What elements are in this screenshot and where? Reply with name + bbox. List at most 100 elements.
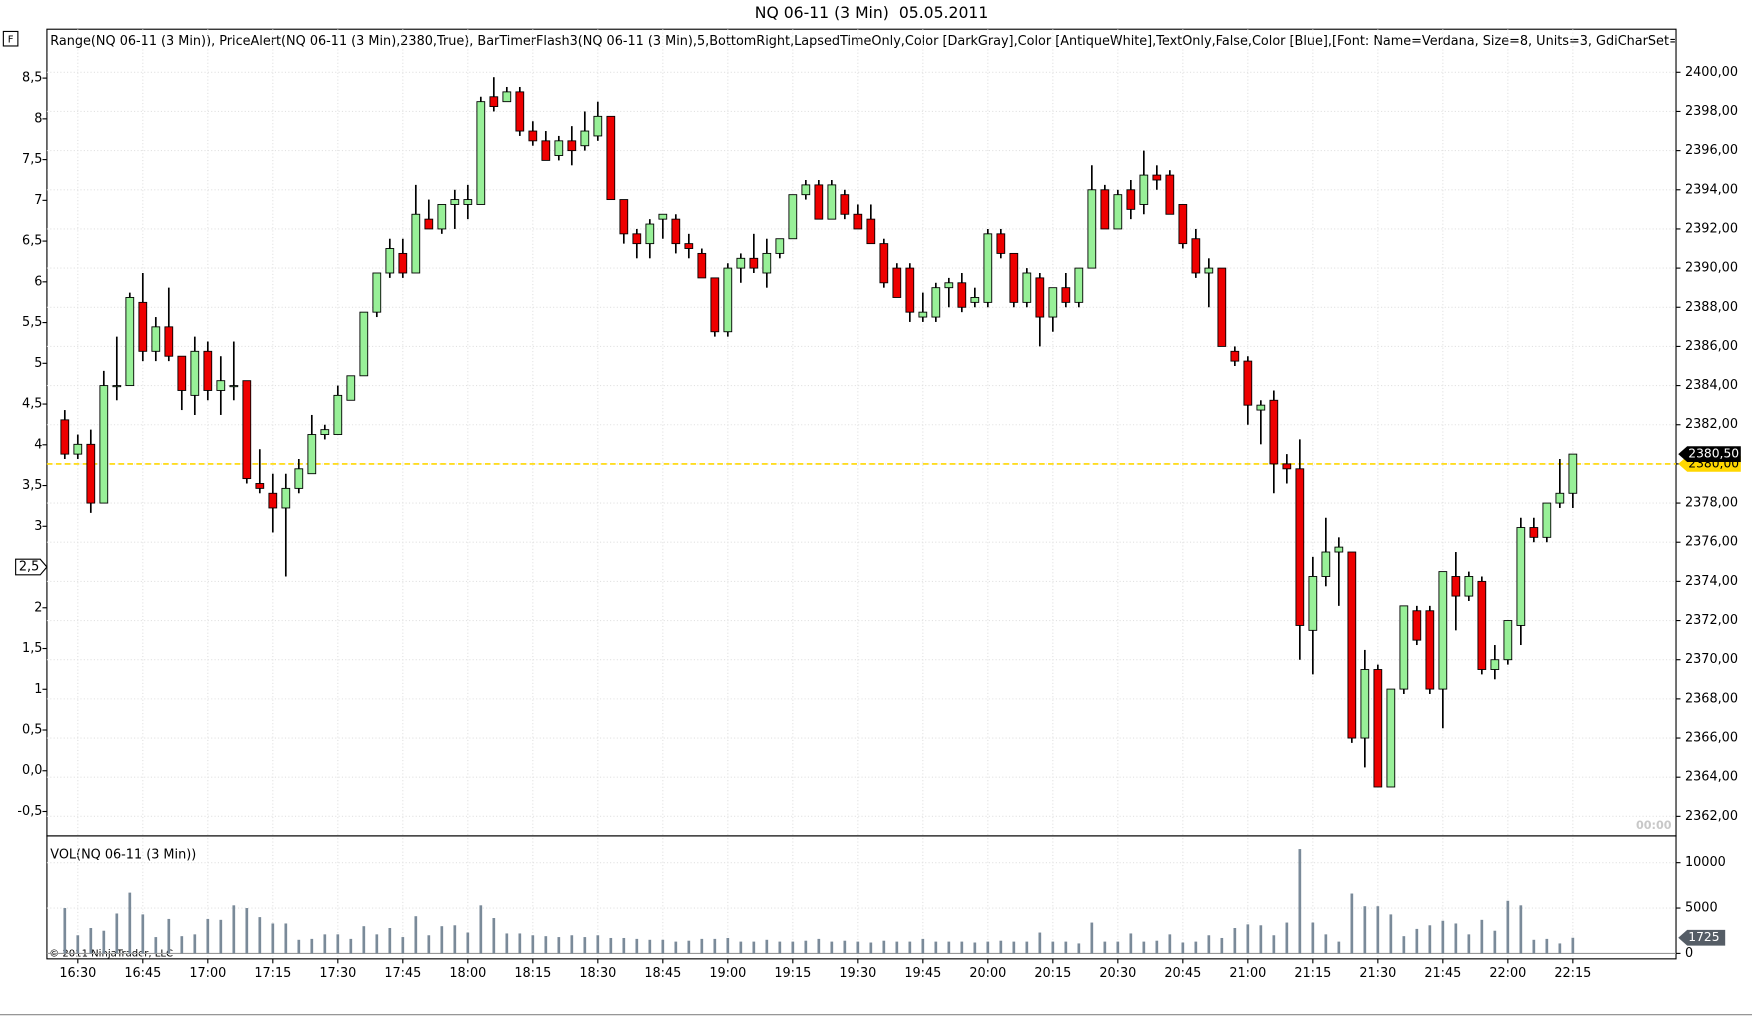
volume-bar	[726, 937, 730, 954]
volume-bar	[141, 914, 145, 954]
candle-body	[671, 218, 681, 245]
candle-body	[229, 385, 239, 388]
x-tick-label: 16:45	[124, 966, 161, 981]
x-tick-label: 18:45	[644, 966, 681, 981]
volume-bar	[817, 938, 821, 954]
candle-body	[814, 184, 824, 220]
volume-bar	[1389, 914, 1393, 954]
volume-bar	[245, 908, 249, 954]
candle-body	[1165, 174, 1175, 215]
y-tick-label: 10000	[1685, 855, 1726, 870]
button-label[interactable]: F	[8, 34, 14, 45]
volume-bar	[765, 939, 769, 954]
candle-body	[1152, 174, 1162, 181]
volume-bar	[1012, 941, 1016, 954]
volume-bar	[89, 928, 93, 954]
candle-body	[1334, 546, 1344, 553]
volume-bar	[752, 941, 756, 954]
volume-bar	[167, 918, 171, 954]
volume-bar	[583, 937, 587, 954]
candle-body	[216, 380, 226, 391]
candle-body	[450, 199, 460, 205]
candle-body	[619, 199, 629, 235]
candle-body	[1087, 189, 1097, 269]
volume-panel	[46, 835, 1677, 960]
y-tick-label: 2394,00	[1685, 182, 1738, 197]
candle-body	[333, 394, 343, 435]
candle-body	[190, 350, 200, 396]
candle-body	[567, 140, 577, 152]
candle-body	[1425, 610, 1435, 690]
x-tick-label: 20:00	[969, 966, 1006, 981]
candle-body	[1009, 252, 1019, 303]
candle-body	[1126, 189, 1136, 210]
candle-body	[658, 213, 668, 220]
volume-bar	[804, 940, 808, 954]
volume-bar	[921, 938, 925, 954]
x-tick-label: 22:00	[1489, 966, 1526, 981]
candle-body	[1048, 287, 1058, 318]
volume-bar	[1142, 941, 1146, 954]
volume-bar	[1506, 900, 1510, 954]
volume-bar	[544, 936, 548, 954]
x-tick-label: 17:30	[319, 966, 356, 981]
volume-bar	[1194, 941, 1198, 954]
x-tick-label: 22:15	[1554, 966, 1591, 981]
y2-tick-label: 3	[34, 519, 42, 534]
candle-body	[1438, 571, 1448, 690]
volume-bar	[1025, 941, 1029, 954]
candle-body	[1542, 502, 1552, 538]
candle-body	[541, 140, 551, 161]
candle-body	[944, 282, 954, 289]
volume-bar	[973, 942, 977, 954]
volume-bar	[1155, 940, 1159, 954]
volume-bar	[1129, 933, 1133, 954]
candle-body	[164, 326, 174, 357]
y-tick-label: 2378,00	[1685, 496, 1738, 511]
candle-body	[411, 213, 421, 274]
candle-body	[125, 297, 135, 387]
x-tick-label: 17:45	[384, 966, 421, 981]
candle-body	[1373, 669, 1383, 788]
x-tick-label: 19:00	[709, 966, 746, 981]
volume-bar	[466, 932, 470, 954]
volume-bar	[635, 938, 639, 954]
y2-tick-label: 6	[34, 274, 42, 289]
x-tick-label: 21:30	[1359, 966, 1396, 981]
candle-body	[346, 375, 356, 401]
volume-bar	[206, 918, 210, 954]
volume-bar	[154, 937, 158, 954]
candle-body	[372, 272, 382, 313]
y2-tick-label: 3,5	[22, 478, 42, 493]
volume-bar	[414, 916, 418, 954]
volume-bar	[1272, 935, 1276, 954]
y-tick-label: 2376,00	[1685, 535, 1738, 550]
candle-body	[1035, 277, 1045, 318]
candle-body	[905, 267, 915, 313]
volume-bar	[1324, 934, 1328, 954]
x-tick-label: 19:15	[774, 966, 811, 981]
y-tick-label: 2392,00	[1685, 221, 1738, 236]
candle-body	[1477, 580, 1487, 670]
volume-bar	[1480, 919, 1484, 954]
candle-body	[294, 468, 304, 489]
volume-bar	[479, 905, 483, 954]
x-tick-label: 21:15	[1294, 966, 1331, 981]
volume-bar	[1558, 943, 1562, 954]
y2-tick-label: 5,5	[22, 315, 42, 330]
volume-bar	[895, 941, 899, 954]
x-tick-label: 20:15	[1034, 966, 1071, 981]
volume-bar	[440, 926, 444, 954]
toggle-button[interactable]	[2, 30, 19, 47]
candle-body	[1269, 399, 1279, 465]
candle-body	[1451, 576, 1461, 597]
candle-body	[1230, 350, 1240, 362]
volume-bar	[934, 941, 938, 954]
volume-bar	[674, 941, 678, 954]
candle-body	[1061, 287, 1071, 303]
volume-bar	[1064, 941, 1068, 954]
volume-bar	[700, 938, 704, 954]
volume-bar	[1181, 942, 1185, 954]
